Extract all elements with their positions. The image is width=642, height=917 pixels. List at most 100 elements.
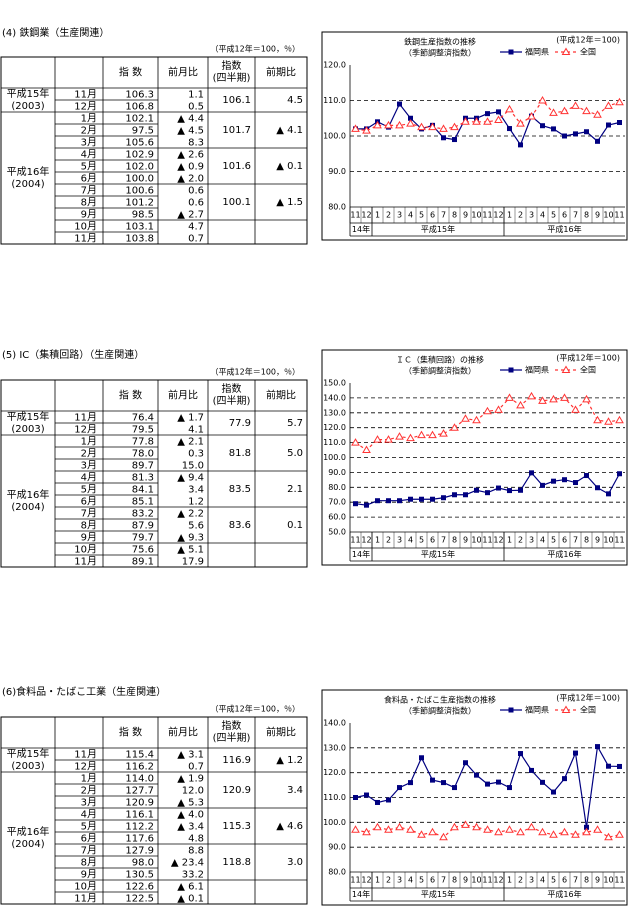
index-cell: 102.0 <box>125 162 154 173</box>
quarter-change: 3.4 <box>287 785 303 796</box>
data-point <box>551 789 556 795</box>
month-cell: 5月 <box>81 821 97 833</box>
x-tick-label: 5 <box>419 536 424 545</box>
data-point <box>617 471 622 477</box>
data-point <box>573 480 578 486</box>
mom-cell: ▲ 6.1 <box>177 882 204 893</box>
year-sub: (2003) <box>11 101 44 112</box>
x-tick-label: 2 <box>518 536 523 545</box>
x-tick-label: 11 <box>350 876 360 885</box>
index-cell: 122.5 <box>125 894 154 905</box>
month-cell: 10月 <box>74 881 97 893</box>
section-heading: (4) 鉄鋼業（生産関連） <box>2 26 109 39</box>
month-cell: 11月 <box>74 556 97 568</box>
data-point <box>463 492 468 498</box>
header-cell: 前期比 <box>266 66 296 79</box>
data-point <box>604 832 613 841</box>
data-point <box>571 405 580 413</box>
quarter-change: 4.5 <box>287 95 303 106</box>
mom-cell: ▲ 2.6 <box>177 150 204 161</box>
data-point <box>474 772 479 778</box>
y-tick-label: 120.0 <box>323 61 346 70</box>
y-tick-label: 110.0 <box>323 438 346 447</box>
mom-cell: ▲ 2.1 <box>177 437 204 448</box>
data-point <box>408 496 413 502</box>
chart-subtitle: （季節調整済指数） <box>404 366 476 376</box>
x-tick-label: 7 <box>573 876 578 885</box>
x-tick-label: 12 <box>493 211 503 220</box>
x-tick-label: 11 <box>482 876 492 885</box>
month-cell: 7月 <box>81 845 97 857</box>
data-point <box>483 117 492 125</box>
index-cell: 79.5 <box>132 425 154 436</box>
index-cell: 127.9 <box>125 846 154 857</box>
data-point <box>406 825 415 833</box>
data-point <box>472 117 481 125</box>
index-cell: 89.7 <box>132 461 154 472</box>
month-cell: 6月 <box>81 833 97 845</box>
legend-marker <box>561 705 571 713</box>
month-cell: 2月 <box>81 785 97 797</box>
month-cell: 7月 <box>81 508 97 520</box>
month-cell: 1月 <box>81 773 97 785</box>
x-tick-label: 3 <box>397 536 402 545</box>
data-point <box>615 830 624 838</box>
year-sub: (2003) <box>11 424 44 435</box>
x-tick-label: 1 <box>507 876 512 885</box>
mom-cell: ▲ 4.4 <box>177 114 204 125</box>
data-point <box>450 122 459 131</box>
month-cell: 9月 <box>81 532 97 544</box>
x-tick-label: 8 <box>584 536 589 545</box>
data-point <box>452 492 457 498</box>
month-cell: 11月 <box>74 893 97 905</box>
data-point <box>582 106 591 115</box>
mom-cell: ▲ 0.1 <box>177 894 204 905</box>
quarter-index: 118.8 <box>222 857 251 868</box>
x-tick-label: 4 <box>540 536 545 545</box>
data-point <box>540 123 545 129</box>
x-tick-label: 6 <box>430 876 435 885</box>
x-tick-label: 5 <box>419 211 424 220</box>
index-cell: 85.1 <box>132 497 154 508</box>
data-point <box>441 495 446 501</box>
x-tick-label: 8 <box>584 876 589 885</box>
y-tick-label: 80.0 <box>328 203 346 212</box>
month-cell: 4月 <box>81 149 97 161</box>
index-cell: 106.3 <box>125 90 154 101</box>
x-tick-label: 3 <box>397 211 402 220</box>
data-point <box>397 785 402 791</box>
year-sub: (2004) <box>11 502 44 513</box>
index-cell: 83.2 <box>132 509 154 520</box>
data-point <box>417 430 426 439</box>
data-point <box>452 785 457 791</box>
data-point <box>364 792 369 798</box>
data-point <box>606 122 611 128</box>
mom-cell: ▲ 2.0 <box>177 174 204 185</box>
year-cell: 平成15年 <box>7 410 50 423</box>
data-point <box>386 498 391 504</box>
data-point <box>593 825 602 833</box>
x-tick-label: 1 <box>375 536 380 545</box>
data-point <box>573 750 578 756</box>
index-cell: 78.0 <box>132 449 154 460</box>
x-tick-label: 10 <box>471 536 481 545</box>
table-border <box>0 56 308 245</box>
quarter-index: 100.1 <box>222 197 251 208</box>
y-tick-label: 80.0 <box>328 868 346 877</box>
index-cell: 89.1 <box>132 557 154 568</box>
mom-cell: ▲ 5.3 <box>177 798 204 809</box>
month-cell: 5月 <box>81 161 97 173</box>
month-cell: 8月 <box>81 520 97 532</box>
data-point <box>540 482 545 488</box>
quarter-change: 3.0 <box>287 857 303 868</box>
data-point <box>615 97 624 106</box>
legend-marker <box>508 367 514 373</box>
x-tick-label: 11 <box>482 211 492 220</box>
data-point <box>461 820 470 828</box>
data-point <box>441 135 446 141</box>
y-tick-label: 100.0 <box>323 453 346 462</box>
index-cell: 103.8 <box>125 234 154 245</box>
x-tick-label: 9 <box>463 211 468 220</box>
mom-cell: ▲ 5.1 <box>177 545 204 556</box>
data-point <box>606 491 611 497</box>
